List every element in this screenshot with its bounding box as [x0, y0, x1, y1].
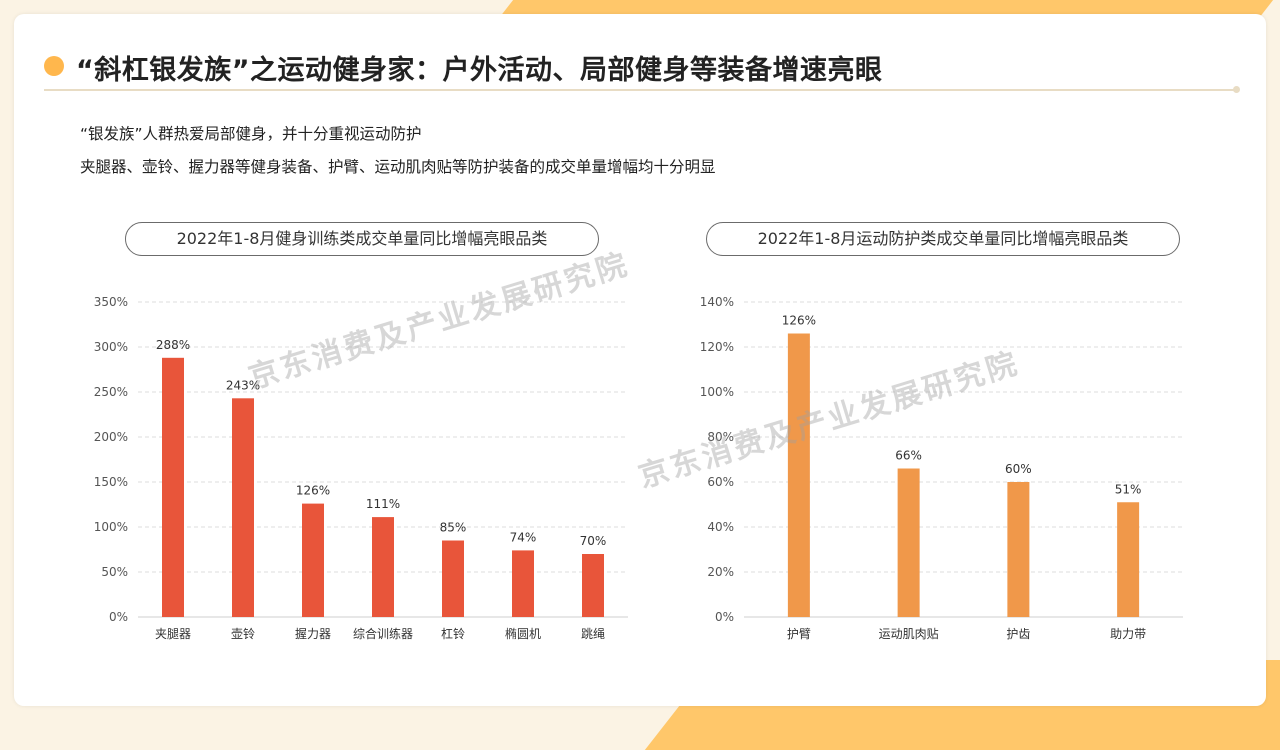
left-chart-data-label: 126%: [296, 484, 330, 498]
right-chart-ytick-label: 40%: [707, 520, 734, 534]
right-chart-ytick-label: 60%: [707, 475, 734, 489]
right-chart-ytick-label: 80%: [707, 430, 734, 444]
right-chart-ytick-label: 100%: [700, 385, 734, 399]
left-chart-category-label: 夹腿器: [155, 627, 191, 641]
right-chart-data-label: 66%: [895, 449, 922, 463]
left-chart-bar: [512, 550, 534, 617]
left-chart-ytick-label: 150%: [94, 475, 128, 489]
right-chart-category-label: 助力带: [1110, 627, 1146, 641]
right-chart-ytick-label: 140%: [700, 295, 734, 309]
right-chart-bar: [1117, 502, 1140, 617]
right-chart-category-label: 护臂: [787, 627, 811, 641]
title-divider: [44, 89, 1234, 91]
right-chart-data-label: 60%: [1005, 462, 1032, 476]
right-chart-ytick-label: 120%: [700, 340, 734, 354]
right-chart-category-label: 护齿: [1006, 627, 1030, 641]
left-chart-bar: [582, 554, 604, 617]
left-chart-ytick-label: 250%: [94, 385, 128, 399]
right-chart-bar: [1007, 482, 1030, 617]
title-bullet-icon: [44, 56, 64, 76]
left-chart-category-label: 壶铃: [231, 626, 255, 641]
right-chart-ytick-label: 20%: [707, 565, 734, 579]
left-chart-ytick-label: 200%: [94, 430, 128, 444]
chart-right: 0% 20% 40% 60% 80% 100% 120% 140% 126% 护臂 66% 运动肌肉贴…: [700, 295, 1183, 641]
left-chart-category-label: 椭圆机: [505, 626, 541, 641]
content-card: [14, 14, 1266, 706]
chart-right-title: 2022年1-8月运动防护类成交单量同比增幅亮眼品类: [706, 222, 1180, 256]
left-chart-ytick-label: 350%: [94, 295, 128, 309]
right-chart-bar: [897, 468, 920, 617]
chart-left: 0% 50% 100% 150% 200% 250% 300% 350% 288% 夹腿器 243%…: [94, 295, 628, 641]
left-chart-data-label: 288%: [156, 338, 190, 352]
left-chart-ytick-label: 0%: [109, 610, 128, 624]
left-chart-bar: [232, 398, 254, 617]
left-chart-bar: [372, 517, 394, 617]
chart-left-title: 2022年1-8月健身训练类成交单量同比增幅亮眼品类: [125, 222, 599, 256]
left-chart-data-label: 85%: [440, 521, 467, 535]
left-chart-ytick-label: 50%: [101, 565, 128, 579]
left-chart-ytick-label: 300%: [94, 340, 128, 354]
left-chart-data-label: 70%: [580, 534, 607, 548]
left-chart-category-label: 综合训练器: [353, 626, 413, 641]
left-chart-category-label: 跳绳: [581, 627, 605, 641]
left-chart-data-label: 243%: [226, 378, 260, 392]
description-line-2: 夹腿器、壶铃、握力器等健身装备、护臂、运动肌肉贴等防护装备的成交单量增幅均十分明…: [80, 158, 716, 176]
left-chart-ytick-label: 100%: [94, 520, 128, 534]
left-chart-category-label: 杠铃: [441, 626, 465, 641]
left-chart-data-label: 74%: [510, 530, 537, 544]
description-line-1: “银发族”人群热爱局部健身，并十分重视运动防护: [80, 125, 422, 143]
right-chart-bar: [787, 333, 810, 617]
left-chart-bar: [162, 357, 184, 617]
page-title: “斜杠银发族”之运动健身家：户外活动、局部健身等装备增速亮眼: [76, 55, 883, 86]
right-chart-data-label: 126%: [782, 314, 816, 328]
right-chart-ytick-label: 0%: [715, 610, 734, 624]
left-chart-bar: [302, 503, 324, 617]
title-divider-end-icon: [1233, 86, 1240, 93]
left-chart-data-label: 111%: [366, 497, 400, 511]
left-chart-category-label: 握力器: [295, 626, 331, 641]
left-chart-bar: [442, 540, 464, 617]
right-chart-category-label: 运动肌肉贴: [879, 627, 939, 641]
right-chart-data-label: 51%: [1115, 482, 1142, 496]
